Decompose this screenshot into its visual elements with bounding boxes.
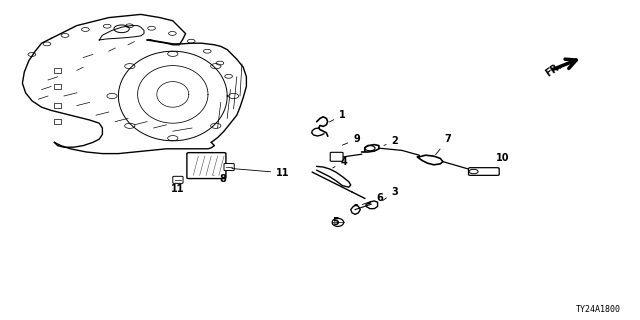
- Bar: [54, 84, 61, 89]
- Text: 5: 5: [333, 217, 339, 228]
- FancyBboxPatch shape: [173, 176, 183, 183]
- FancyBboxPatch shape: [468, 168, 499, 175]
- FancyBboxPatch shape: [187, 153, 226, 179]
- Bar: [54, 119, 61, 124]
- Text: 7: 7: [436, 134, 451, 155]
- Text: 1: 1: [330, 110, 346, 122]
- Ellipse shape: [332, 219, 344, 227]
- Text: 4: 4: [333, 156, 347, 168]
- Text: FR.: FR.: [544, 60, 564, 79]
- Text: TY24A1800: TY24A1800: [576, 305, 621, 314]
- FancyBboxPatch shape: [330, 152, 343, 161]
- Bar: [54, 103, 61, 108]
- Text: 2: 2: [384, 136, 398, 146]
- Text: 11: 11: [171, 184, 185, 194]
- Bar: [54, 68, 61, 73]
- FancyBboxPatch shape: [224, 164, 234, 171]
- Text: 6: 6: [362, 193, 383, 204]
- Text: 8: 8: [214, 174, 226, 184]
- Text: 11: 11: [232, 168, 290, 178]
- Text: 10: 10: [495, 153, 509, 169]
- Text: 3: 3: [383, 187, 398, 201]
- Text: 9: 9: [342, 134, 360, 145]
